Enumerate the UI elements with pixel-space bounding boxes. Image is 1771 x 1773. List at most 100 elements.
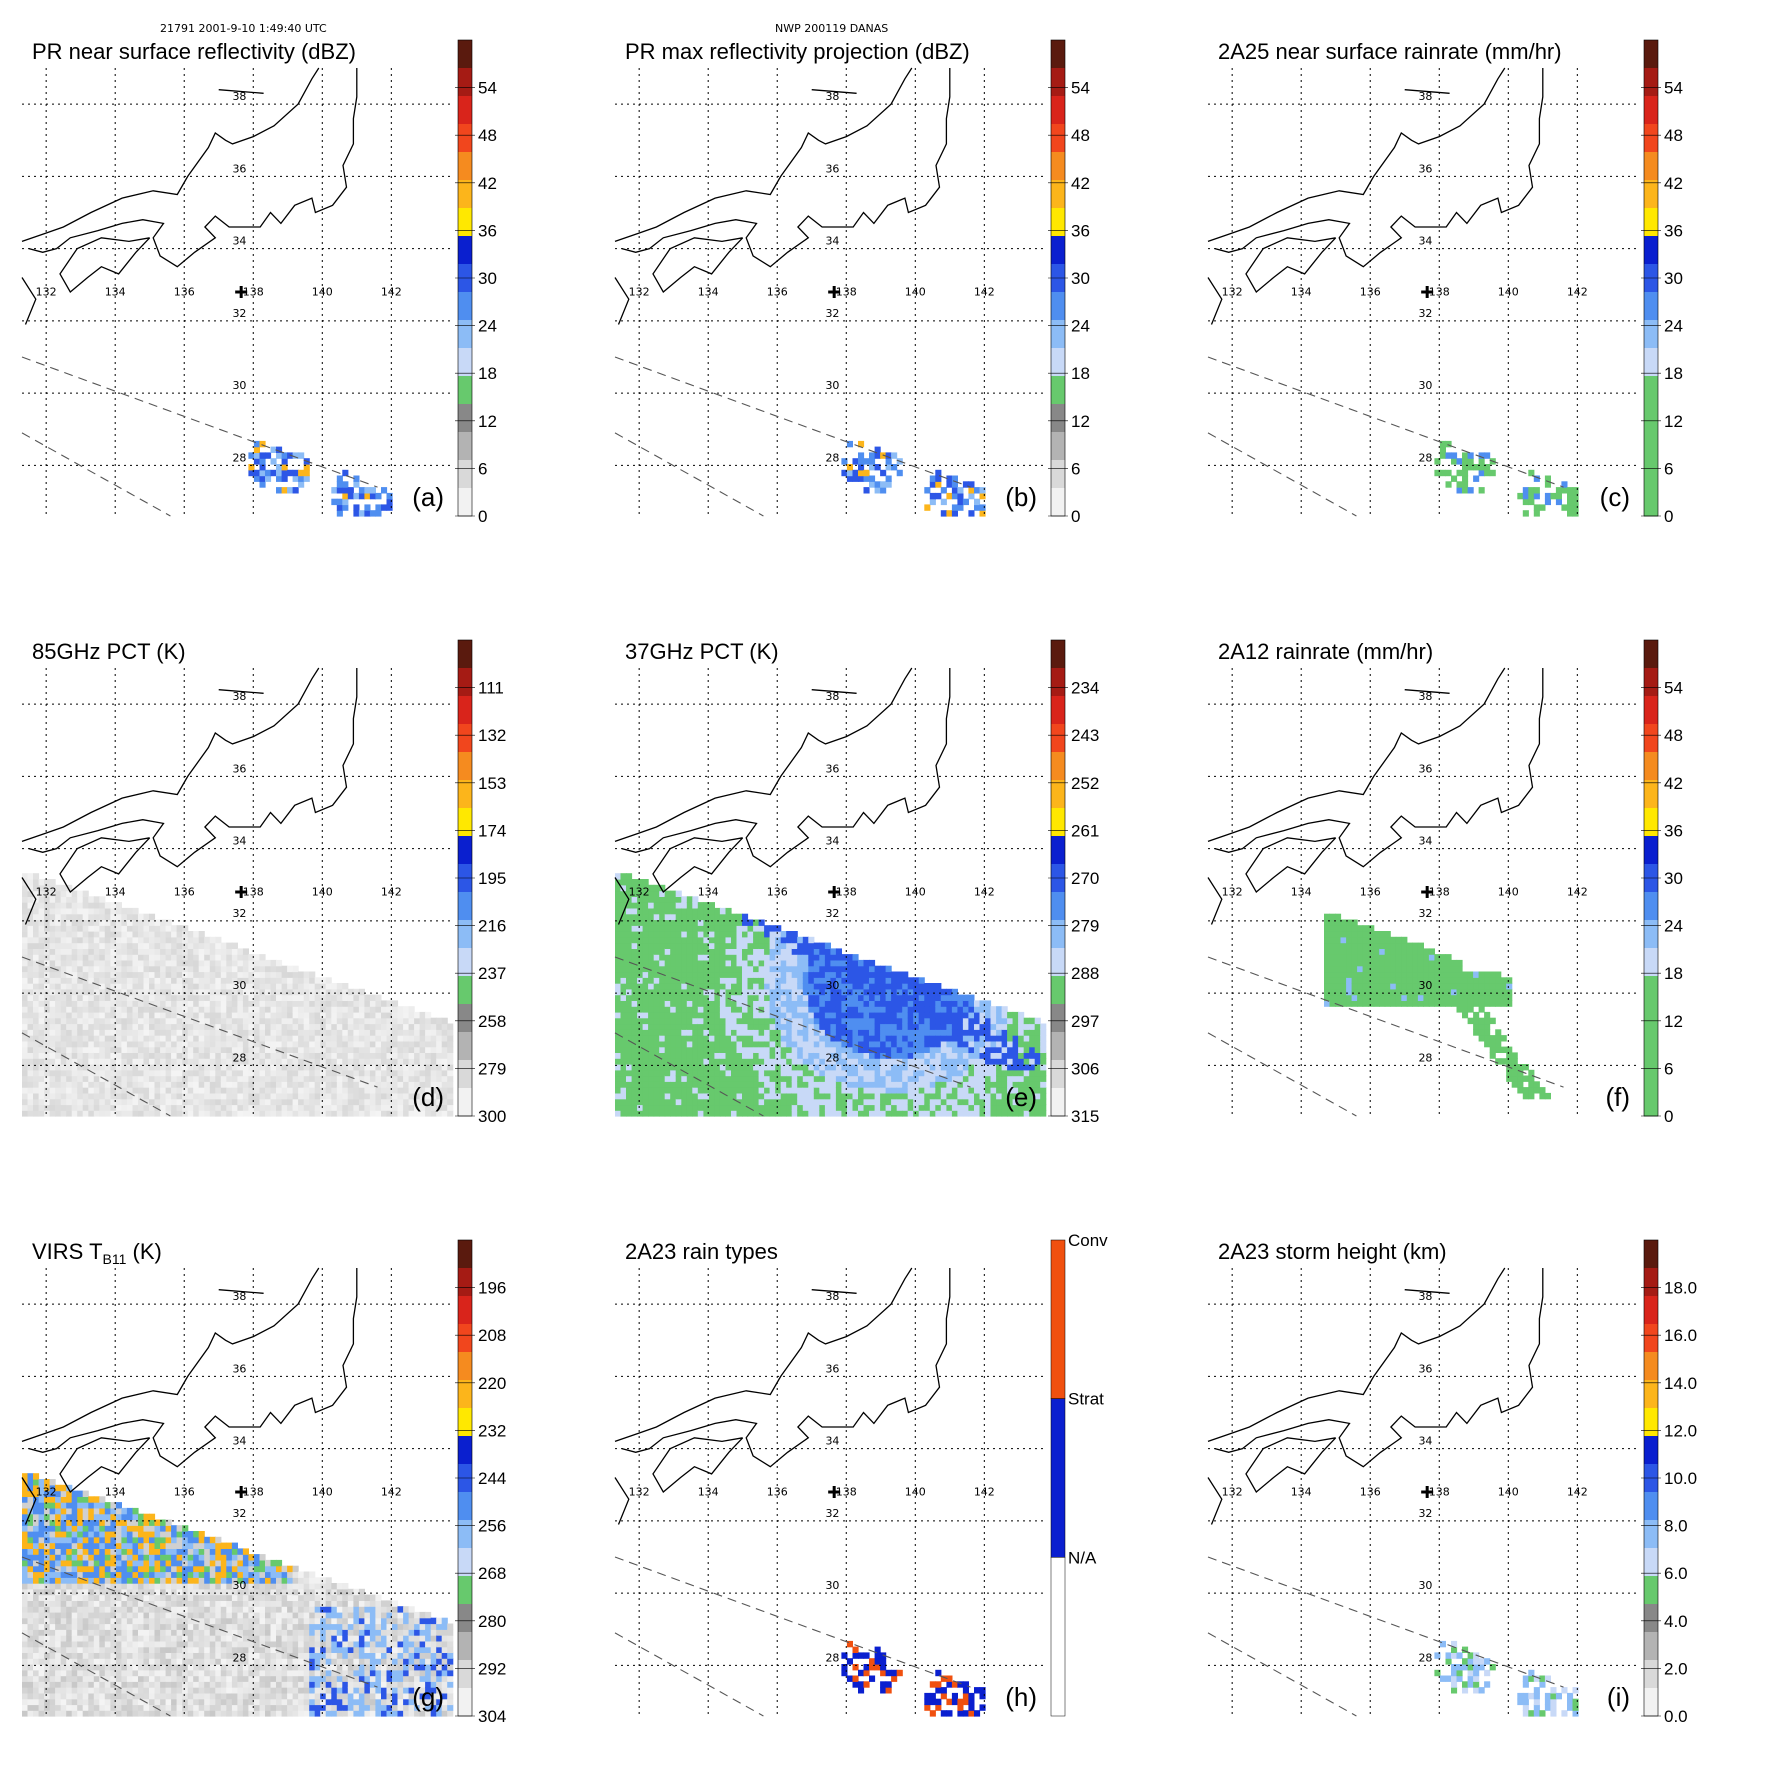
data-cell (963, 1018, 969, 1024)
data-cell (61, 960, 67, 966)
data-cell (403, 1006, 409, 1012)
data-cell (775, 1018, 781, 1024)
data-cell (676, 1029, 682, 1035)
data-cell (632, 1029, 638, 1035)
data-cell (726, 925, 732, 931)
data-cell (1528, 470, 1534, 476)
data-cell (320, 1110, 326, 1116)
data-cell (83, 983, 89, 989)
data-cell (803, 1018, 809, 1024)
data-cell (742, 1012, 748, 1018)
data-cell (632, 1006, 638, 1012)
data-cell (681, 972, 687, 978)
data-cell (215, 1110, 221, 1116)
data-cell (692, 1041, 698, 1047)
data-cell (254, 966, 260, 972)
data-cell (144, 1029, 150, 1035)
data-cell (676, 1035, 682, 1041)
data-cell (149, 960, 155, 966)
data-cell (133, 1099, 139, 1105)
data-cell (155, 931, 161, 937)
data-cell (632, 925, 638, 931)
data-cell (171, 1041, 177, 1047)
data-cell (110, 995, 116, 1001)
data-cell (61, 902, 67, 908)
data-cell (50, 1006, 56, 1012)
data-cell (681, 1099, 687, 1105)
data-cell (392, 1099, 398, 1105)
data-cell (819, 943, 825, 949)
data-cell (886, 1047, 892, 1053)
data-cell (919, 1093, 925, 1099)
data-cell (99, 1104, 105, 1110)
data-cell (869, 983, 875, 989)
data-cell (188, 1052, 194, 1058)
data-cell (138, 954, 144, 960)
data-cell (88, 1081, 94, 1087)
data-cell (797, 1093, 803, 1099)
data-cell (83, 1076, 89, 1082)
data-cell (44, 1029, 50, 1035)
data-cell (924, 1029, 930, 1035)
data-cell (331, 1081, 337, 1087)
data-cell (320, 1012, 326, 1018)
data-cell (676, 954, 682, 960)
data-cell (193, 1035, 199, 1041)
data-cell (39, 1029, 45, 1035)
data-cell (626, 1110, 632, 1116)
data-cell (670, 972, 676, 978)
data-cell (803, 1093, 809, 1099)
data-cell (875, 1081, 881, 1087)
data-cell (797, 1110, 803, 1116)
data-cell (44, 948, 50, 954)
colorbar-label: 30 (478, 269, 497, 288)
data-cell (381, 1047, 387, 1053)
data-cell (243, 960, 249, 966)
data-cell (105, 931, 111, 937)
data-cell (177, 1035, 183, 1041)
data-cell (902, 1076, 908, 1082)
data-cell (193, 977, 199, 983)
data-cell (375, 510, 381, 516)
data-cell (215, 943, 221, 949)
lat-tick-label: 36 (825, 162, 839, 175)
colorbar-label: 54 (1071, 79, 1090, 98)
data-cell (28, 1041, 34, 1047)
data-cell (886, 1041, 892, 1047)
data-cell (952, 989, 958, 995)
data-cell (320, 1070, 326, 1076)
data-cell (869, 1093, 875, 1099)
data-cell (648, 931, 654, 937)
data-cell (974, 1110, 980, 1116)
data-cell (166, 1047, 172, 1053)
data-cell (742, 1035, 748, 1041)
data-cell (648, 1099, 654, 1105)
data-cell (431, 1076, 437, 1082)
data-cell (83, 931, 89, 937)
data-cell (1457, 487, 1463, 493)
data-cell (858, 972, 864, 978)
data-cell (753, 1093, 759, 1099)
data-cell (39, 1099, 45, 1105)
data-cell (803, 1029, 809, 1035)
data-cell (875, 1104, 881, 1110)
data-cell (398, 1070, 404, 1076)
data-cell (431, 1024, 437, 1030)
data-cell (659, 1058, 665, 1064)
data-cell (315, 1070, 321, 1076)
data-cell (116, 925, 122, 931)
data-cell (880, 1110, 886, 1116)
data-cell (398, 1110, 404, 1116)
data-cell (781, 1076, 787, 1082)
data-cell (50, 1000, 56, 1006)
data-cell (930, 1024, 936, 1030)
data-cell (94, 1081, 100, 1087)
data-cell (698, 1070, 704, 1076)
data-cell (221, 977, 227, 983)
data-cell (891, 1070, 897, 1076)
data-cell (282, 1041, 288, 1047)
data-cell (282, 1035, 288, 1041)
data-cell (770, 1041, 776, 1047)
data-cell (287, 1018, 293, 1024)
data-cell (891, 1000, 897, 1006)
